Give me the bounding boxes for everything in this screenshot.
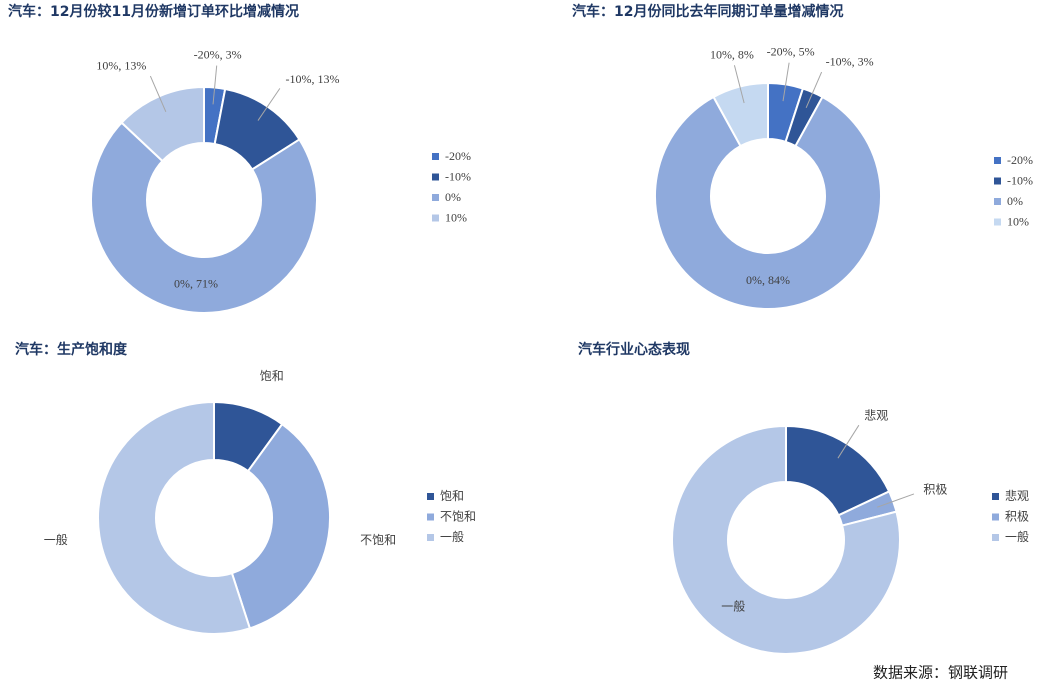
leader-line [733, 65, 745, 104]
legend-label: -20% [1007, 153, 1033, 167]
leader-line [149, 75, 167, 113]
legend-swatch [994, 157, 1001, 164]
data-label: 一般 [721, 599, 745, 614]
data-label: 10%, 8% [710, 47, 754, 61]
legend-swatch [432, 153, 439, 160]
leader-line [782, 62, 790, 102]
leader-line [257, 88, 281, 121]
data-label: -10%, 3% [826, 55, 874, 69]
donut-segment [120, 85, 205, 163]
legend-swatch [992, 493, 999, 500]
legend-swatch [994, 218, 1001, 226]
legend-swatch [427, 513, 434, 521]
chart-title: 汽车：12月份较11月份新增订单环比增减情况 [8, 3, 299, 20]
legend-swatch [427, 534, 434, 541]
donut-segment [654, 95, 882, 310]
donut-segment [712, 81, 769, 148]
chart-title: 汽车：12月份同比去年同期订单量增减情况 [572, 3, 843, 20]
legend-swatch [994, 198, 1001, 205]
leader-line [805, 71, 823, 109]
legend-label: 不饱和 [440, 508, 476, 523]
data-label: 0%, 71% [174, 276, 218, 290]
legend-swatch [427, 493, 434, 500]
source-note: 数据来源：钢联调研 [873, 664, 1008, 682]
leader-line [837, 424, 860, 459]
data-label: 10%, 13% [96, 59, 146, 73]
legend-swatch [992, 513, 999, 521]
data-label: -10%, 13% [286, 72, 340, 86]
donut-segment [90, 121, 318, 314]
donut-segment [97, 400, 252, 635]
data-label: -20%, 3% [194, 47, 242, 61]
data-label: 悲观 [864, 407, 888, 422]
data-label: 0%, 84% [746, 273, 790, 287]
chart-title: 汽车行业心态表现 [578, 341, 690, 358]
data-label: 饱和 [260, 368, 284, 383]
legend-label: -20% [445, 149, 471, 163]
legend-label: 积极 [1005, 509, 1029, 523]
leader-line [212, 65, 218, 105]
data-label: -20%, 5% [767, 45, 815, 59]
legend-label: 一般 [440, 529, 464, 544]
legend-label: 一般 [1005, 529, 1029, 544]
donut-segment [671, 424, 901, 655]
data-label: 不饱和 [360, 532, 396, 547]
data-label: 积极 [923, 482, 947, 496]
chart-title: 汽车：生产饱和度 [15, 341, 128, 358]
legend-label: 悲观 [1005, 488, 1029, 503]
legend-label: 饱和 [440, 488, 464, 503]
legend-label: 10% [1007, 214, 1029, 228]
donut-segment [230, 422, 331, 630]
legend-swatch [432, 194, 439, 201]
legend-label: 0% [1007, 194, 1023, 208]
leader-line [877, 493, 915, 508]
legend-label: 10% [445, 210, 467, 224]
legend-swatch [992, 534, 999, 541]
legend-label: 0% [445, 190, 461, 204]
legend-swatch [432, 173, 439, 181]
data-label: 一般 [44, 532, 68, 547]
legend-swatch [994, 177, 1001, 185]
legend-swatch [432, 214, 439, 222]
legend-label: -10% [445, 169, 471, 183]
legend-label: -10% [1007, 173, 1033, 187]
